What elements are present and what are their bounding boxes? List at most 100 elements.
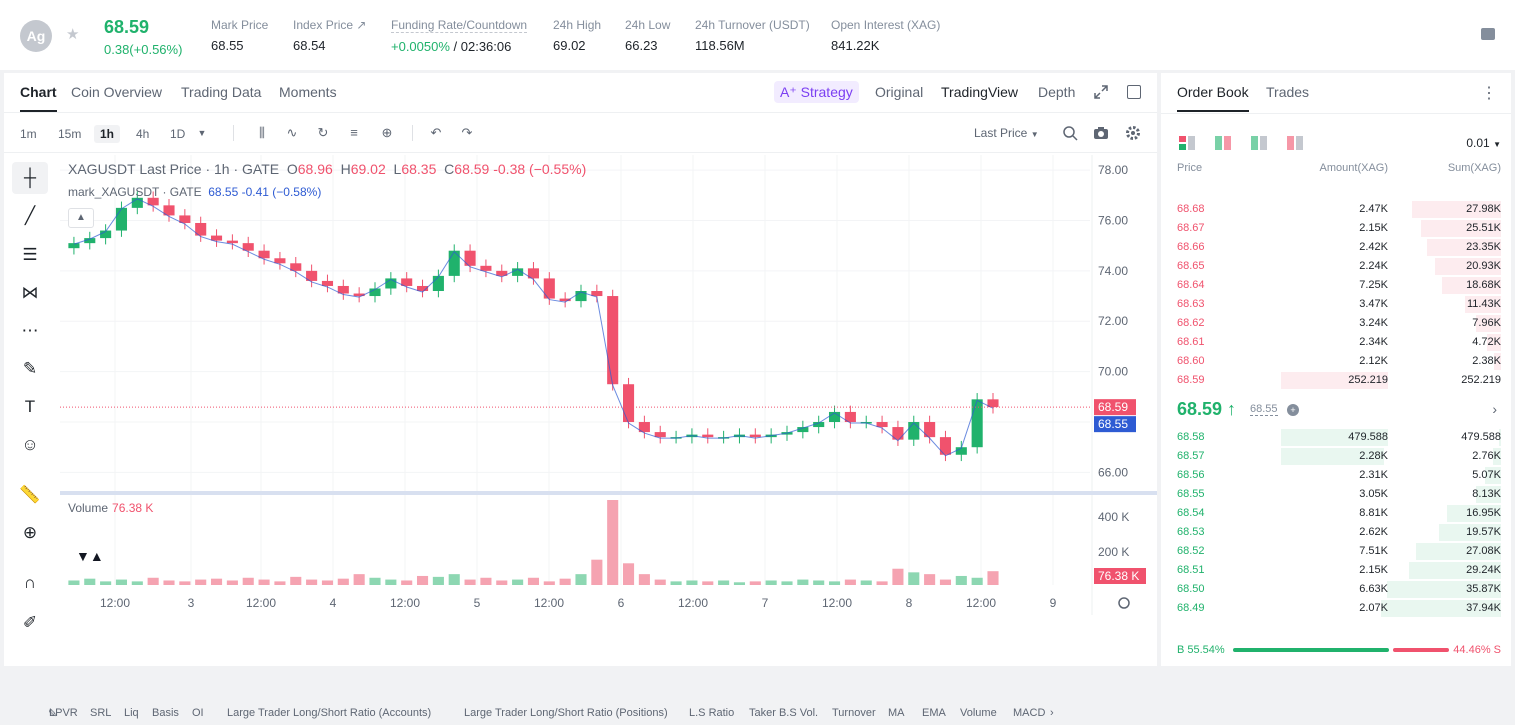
bid-row[interactable]: 68.51 2.15K 29.24K <box>1161 561 1511 580</box>
indicator-taker-b-s-vol-[interactable]: Taker B.S Vol. <box>749 707 819 719</box>
tab-trades[interactable]: Trades <box>1266 84 1310 100</box>
gear-icon[interactable] <box>1125 125 1141 141</box>
shield-icon[interactable]: + <box>1287 404 1299 416</box>
indicator-ma[interactable]: MA <box>888 707 905 719</box>
book-both-icon[interactable] <box>1179 136 1195 150</box>
chart-area[interactable]: 78.0076.0074.0072.0070.0068.0066.0068.59… <box>48 155 1157 720</box>
ask-row[interactable]: 68.66 2.42K 23.35K <box>1161 238 1511 257</box>
indicator-turnover[interactable]: Turnover <box>832 707 876 719</box>
fib-icon[interactable]: ⋯ <box>21 321 39 340</box>
pencil-lock-icon[interactable]: ✐ <box>22 613 38 632</box>
bid-row[interactable]: 68.58 479.588 479.588 <box>1161 428 1511 447</box>
bid-row[interactable]: 68.57 2.28K 2.76K <box>1161 447 1511 466</box>
search-icon[interactable] <box>1062 125 1078 141</box>
mark-price-legend: mark_XAGUSDT · GATE 68.55 -0.41 (−0.58%) <box>68 185 321 199</box>
indicator-macd[interactable]: MACD <box>1013 707 1046 719</box>
indicator-srl[interactable]: SRL <box>90 707 112 719</box>
ask-row[interactable]: 68.60 2.12K 2.38K <box>1161 352 1511 371</box>
ask-row[interactable]: 68.63 3.47K 11.43K <box>1161 295 1511 314</box>
pattern-icon[interactable]: ⋈ <box>21 283 39 302</box>
sum-cell: 2.76K <box>1472 450 1501 462</box>
chevron-right-icon[interactable]: › <box>1492 401 1497 417</box>
undo-icon[interactable]: ↶ <box>430 125 442 140</box>
indicators-icon[interactable]: ∿ <box>286 125 298 140</box>
horizontal-lines-icon[interactable]: ☰ <box>22 245 38 264</box>
stat-index-price[interactable]: Index Price ↗ 68.54 <box>293 18 366 53</box>
tab-moments[interactable]: Moments <box>279 84 337 100</box>
view-original[interactable]: Original <box>875 84 924 100</box>
interval-1m[interactable]: 1m <box>20 127 37 141</box>
ruler-icon[interactable]: 📏 <box>19 485 41 504</box>
indicator-liq[interactable]: Liq <box>124 707 139 719</box>
tab-order-book[interactable]: Order Book <box>1177 84 1249 112</box>
indicator-basis[interactable]: Basis <box>152 707 179 719</box>
compare-icon[interactable]: ↻ <box>317 125 329 140</box>
favorite-star-icon[interactable]: ★ <box>66 26 80 43</box>
interval-15m[interactable]: 15m <box>58 127 82 141</box>
bid-row[interactable]: 68.55 3.05K 8.13K <box>1161 485 1511 504</box>
ask-row[interactable]: 68.59 252.219 252.219 <box>1161 371 1511 390</box>
ask-row[interactable]: 68.62 3.24K 7.96K <box>1161 314 1511 333</box>
indicator-volume[interactable]: Volume <box>960 707 997 719</box>
view-tradingview[interactable]: TradingView <box>941 84 1019 100</box>
sum-cell: 25.51K <box>1466 222 1501 234</box>
indicator-large-trader-long-short-ratio-positions-[interactable]: Large Trader Long/Short Ratio (Positions… <box>464 707 668 719</box>
window-icon[interactable] <box>1127 85 1141 99</box>
indicator-ema[interactable]: EMA <box>922 707 946 719</box>
bid-row[interactable]: 68.54 8.81K 16.95K <box>1161 504 1511 523</box>
ask-row[interactable]: 68.64 7.25K 18.68K <box>1161 276 1511 295</box>
indicator-l-s-ratio[interactable]: L.S Ratio <box>689 707 735 719</box>
bid-row[interactable]: 68.56 2.31K 5.07K <box>1161 466 1511 485</box>
chevron-right-icon[interactable]: › <box>1050 707 1054 719</box>
templates-icon[interactable]: ≡ <box>350 125 358 140</box>
expand-icon[interactable] <box>1094 85 1108 99</box>
tab-chart[interactable]: Chart <box>20 84 57 112</box>
trend-line-icon[interactable]: ╱ <box>24 206 36 225</box>
chevron-down-icon[interactable]: ▼ <box>197 128 207 138</box>
amount-cell: 8.81K <box>1359 507 1388 519</box>
brush-icon[interactable]: ✎ <box>22 359 38 378</box>
indicator-lpvr[interactable]: LPVR <box>49 707 78 719</box>
volume-bar <box>575 574 587 585</box>
more-icon[interactable]: ⋮ <box>1481 85 1497 102</box>
redo-icon[interactable]: ↷ <box>461 125 473 140</box>
tab-trading-data[interactable]: Trading Data <box>181 84 262 100</box>
collapse-legend-button[interactable]: ▲ <box>68 208 94 228</box>
interval-1d[interactable]: 1D <box>170 127 186 141</box>
magnet-icon[interactable]: ∩ <box>23 573 37 592</box>
zoom-in-icon[interactable]: ⊕ <box>22 523 38 542</box>
bid-row[interactable]: 68.50 6.63K 35.87K <box>1161 580 1511 599</box>
precision-select[interactable]: 0.01 ▼ <box>1466 136 1501 150</box>
camera-icon[interactable] <box>1093 125 1109 141</box>
book-split-icon[interactable] <box>1215 136 1231 150</box>
book-icon[interactable] <box>1481 28 1495 40</box>
tab-coin-overview[interactable]: Coin Overview <box>71 84 163 100</box>
text-icon[interactable]: T <box>24 397 36 416</box>
interval-1h[interactable]: 1h <box>94 125 121 143</box>
indicator-oi[interactable]: OI <box>192 707 204 719</box>
ask-row[interactable]: 68.68 2.47K 27.98K <box>1161 200 1511 219</box>
ask-row[interactable]: 68.65 2.24K 20.93K <box>1161 257 1511 276</box>
book-bids-icon[interactable] <box>1251 136 1267 150</box>
price-type-select[interactable]: Last Price ▼ <box>974 126 1039 140</box>
volume-bar <box>939 579 952 585</box>
crosshair-icon[interactable]: ┼ <box>12 162 48 194</box>
bid-row[interactable]: 68.52 7.51K 27.08K <box>1161 542 1511 561</box>
bid-row[interactable]: 68.49 2.07K 37.94K <box>1161 599 1511 618</box>
interval-4h[interactable]: 4h <box>136 127 150 141</box>
strategy-button[interactable]: A⁺ Strategy <box>774 81 859 103</box>
book-asks-icon[interactable] <box>1287 136 1303 150</box>
sell-ratio: 44.46% S <box>1453 644 1501 656</box>
ask-row[interactable]: 68.61 2.34K 4.72K <box>1161 333 1511 352</box>
sum-cell: 2.38K <box>1472 355 1501 367</box>
candlestick-chart[interactable]: 78.0076.0074.0072.0070.0068.0066.0068.59… <box>60 155 1157 615</box>
bid-row[interactable]: 68.53 2.62K 19.57K <box>1161 523 1511 542</box>
view-depth[interactable]: Depth <box>1038 84 1076 100</box>
emoji-icon[interactable]: ☺ <box>21 435 39 454</box>
settings-icon[interactable] <box>1118 597 1130 609</box>
candle-type-icon[interactable]: ⫼ <box>259 125 265 140</box>
indicator-large-trader-long-short-ratio-accounts-[interactable]: Large Trader Long/Short Ratio (Accounts) <box>227 707 432 719</box>
mark-price-line <box>73 198 994 457</box>
ask-row[interactable]: 68.67 2.15K 25.51K <box>1161 219 1511 238</box>
add-alert-icon[interactable]: ⊕ <box>381 125 393 140</box>
